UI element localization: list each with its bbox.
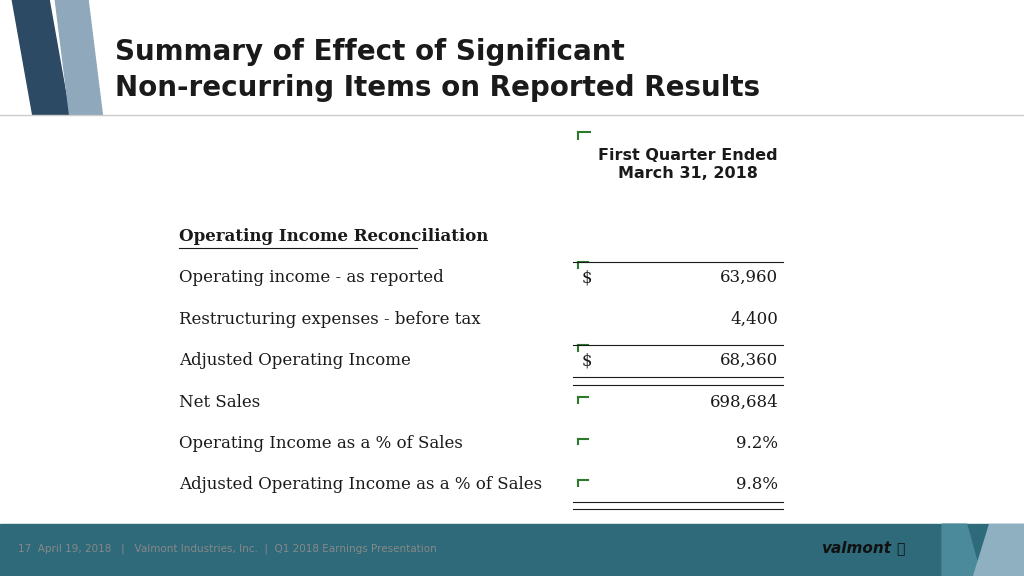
Text: March 31, 2018: March 31, 2018 [618,166,758,181]
Text: Ⓥ: Ⓥ [896,542,904,556]
Polygon shape [12,0,70,115]
Text: $: $ [582,352,592,369]
Text: 9.8%: 9.8% [736,476,778,494]
Polygon shape [55,0,102,115]
Bar [0,0,1024,115]
Text: Adjusted Operating Income: Adjusted Operating Income [179,352,411,369]
Polygon shape [942,524,981,576]
Text: Net Sales: Net Sales [179,393,260,411]
Polygon shape [973,524,1024,576]
Text: 4,400: 4,400 [730,310,778,328]
Text: 63,960: 63,960 [720,269,778,286]
Text: valmont: valmont [821,541,891,556]
Text: 698,684: 698,684 [710,393,778,411]
Text: $: $ [582,269,592,286]
Text: Operating Income Reconciliation: Operating Income Reconciliation [179,228,488,245]
Text: Non-recurring Items on Reported Results: Non-recurring Items on Reported Results [115,74,760,101]
Text: 9.2%: 9.2% [736,435,778,452]
Text: Summary of Effect of Significant: Summary of Effect of Significant [115,38,625,66]
Bar [0,524,1024,576]
Text: First Quarter Ended: First Quarter Ended [598,148,778,163]
Text: 68,360: 68,360 [720,352,778,369]
Text: Operating income - as reported: Operating income - as reported [179,269,444,286]
Text: Adjusted Operating Income as a % of Sales: Adjusted Operating Income as a % of Sale… [179,476,543,494]
Text: 17  April 19, 2018   |   Valmont Industries, Inc.  |  Q1 2018 Earnings Presentat: 17 April 19, 2018 | Valmont Industries, … [18,544,437,554]
Text: Operating Income as a % of Sales: Operating Income as a % of Sales [179,435,463,452]
Text: Restructuring expenses - before tax: Restructuring expenses - before tax [179,310,481,328]
